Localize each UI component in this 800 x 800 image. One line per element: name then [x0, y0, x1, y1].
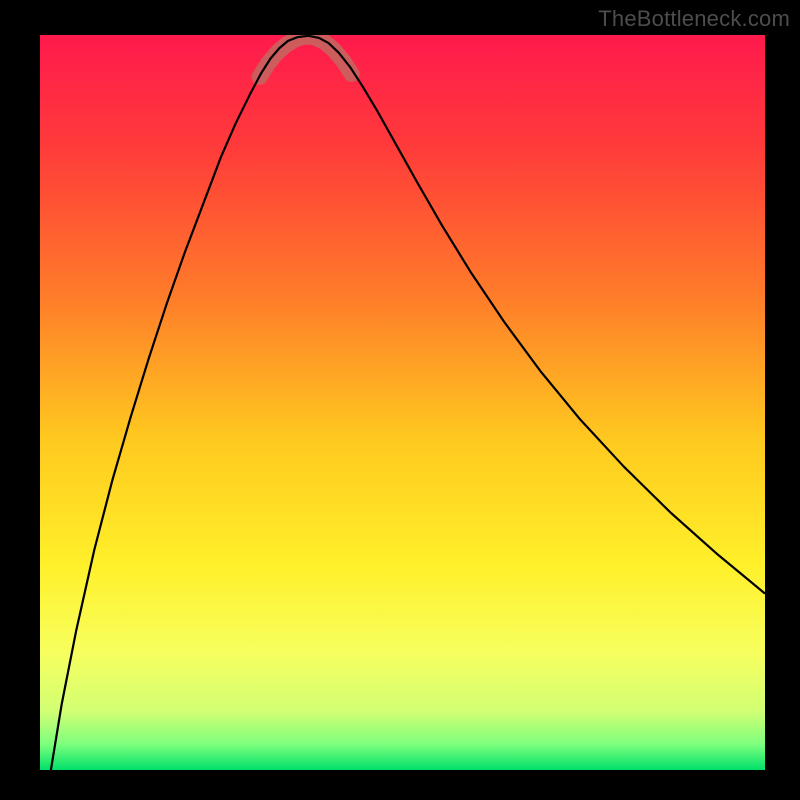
bottleneck-chart [40, 35, 765, 770]
chart-background [40, 35, 765, 770]
watermark-text: TheBottleneck.com [598, 6, 790, 32]
chart-svg [40, 35, 765, 770]
